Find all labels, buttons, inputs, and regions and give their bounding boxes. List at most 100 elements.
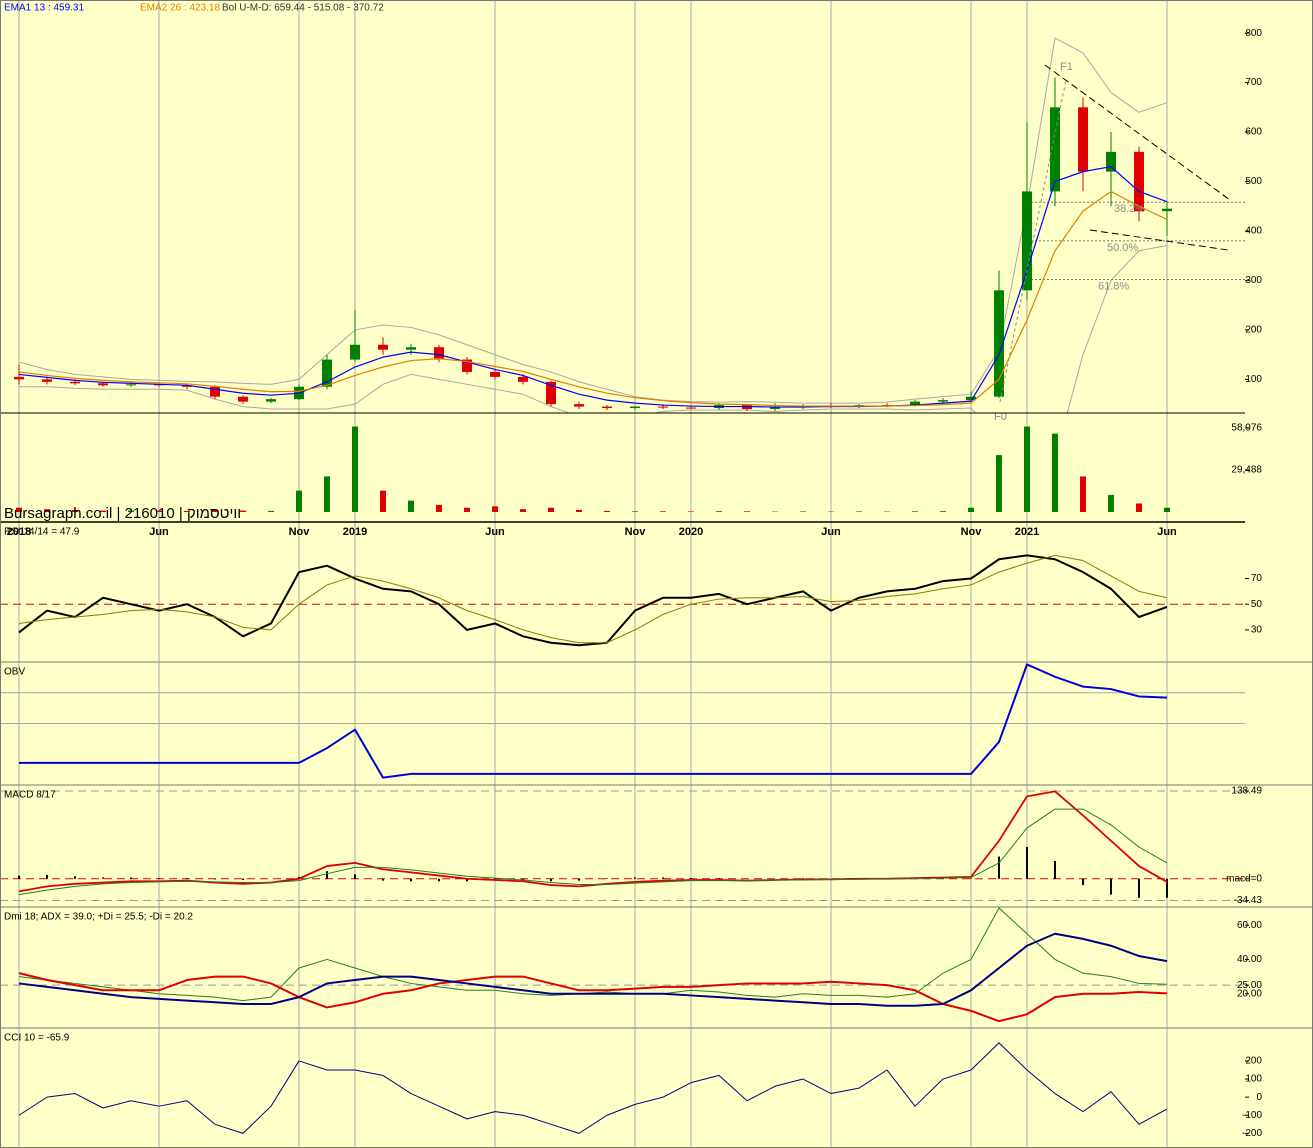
volume-bar	[380, 490, 386, 513]
candle-body	[238, 396, 248, 402]
volume-bar	[212, 509, 218, 513]
candle-body	[126, 384, 136, 386]
y-tick-label: 400	[1245, 226, 1262, 237]
panel	[0, 663, 1245, 779]
candle-body	[1050, 107, 1060, 192]
histogram-bar	[578, 878, 580, 881]
y-tick-label: 500	[1245, 176, 1262, 187]
volume-bar	[408, 500, 414, 513]
histogram-bar	[158, 878, 160, 879]
panel-title: RSI 14/14 = 47.9	[4, 527, 80, 538]
candle-body	[518, 376, 528, 382]
y-tick-label: 30	[1251, 625, 1263, 636]
volume-bar	[716, 511, 722, 513]
x-tick-label: Jun	[485, 526, 505, 538]
candle-body	[406, 347, 416, 350]
volume-bar	[996, 455, 1002, 513]
volume-bar	[548, 507, 554, 513]
histogram-bar	[606, 878, 608, 879]
legend-label: EMA1 13 : 459.31	[4, 3, 84, 14]
indicator-line	[18, 554, 1168, 644]
annotation: F1	[1060, 61, 1073, 73]
volume-bar	[100, 510, 106, 513]
volume-bar	[156, 510, 162, 513]
y-tick-label: 70	[1251, 573, 1263, 584]
x-tick-label: Jun	[1157, 526, 1177, 538]
volume-bar	[44, 509, 50, 513]
volume-bar	[240, 510, 246, 513]
y-tick-label: 60.00	[1237, 920, 1262, 931]
panel-labels: Dmi 18; ADX = 39.0; +Di = 25.5; -Di = 20…	[4, 912, 1262, 1000]
volume-bar	[296, 490, 302, 513]
y-tick-label: 0	[1256, 1092, 1262, 1103]
fib-base-line	[999, 79, 1067, 403]
volume-bar	[324, 476, 330, 513]
candle-body	[1162, 208, 1172, 212]
candle-body	[630, 406, 640, 409]
histogram-bar	[46, 874, 48, 879]
volume-bar	[912, 511, 918, 513]
candle-body	[210, 386, 220, 397]
bollinger-band	[18, 37, 1168, 404]
histogram-bar	[74, 876, 76, 879]
ema-line	[18, 190, 1168, 407]
annotation: F0	[994, 411, 1007, 423]
candle-body	[1022, 191, 1032, 291]
panel	[0, 790, 1245, 902]
histogram-bar	[522, 878, 524, 881]
candle-body	[1078, 107, 1088, 172]
x-tick-label: 2018	[7, 526, 31, 538]
indicator-line	[19, 663, 1168, 779]
indicator-line	[18, 932, 1168, 1007]
candle-body	[938, 400, 948, 402]
grid	[18, 0, 1168, 1148]
y-tick-label: 200	[1245, 1056, 1262, 1067]
y-tick-label: -200	[1242, 1128, 1262, 1139]
fib-label: 38.2%	[1114, 203, 1145, 215]
candle-body	[14, 376, 24, 380]
y-tick-label: macd=0	[1226, 873, 1262, 884]
y-tick-label: 100	[1245, 1074, 1262, 1085]
legend-label: EMA2 26 : 423.18	[140, 3, 220, 14]
x-tick-label: Nov	[625, 526, 647, 538]
fib-label: 50.0%	[1107, 242, 1138, 254]
x-tick-label: Jun	[149, 526, 169, 538]
histogram-bar	[970, 878, 972, 879]
y-tick-label: 25.00	[1237, 980, 1262, 991]
candle-body	[182, 385, 192, 387]
candle-body	[98, 383, 108, 386]
volume-bar	[856, 511, 862, 513]
candle-body	[70, 381, 80, 384]
candle-body	[350, 344, 360, 360]
fib-label: 61.8%	[1098, 280, 1129, 292]
histogram-bar	[354, 874, 356, 879]
candle-body	[574, 404, 584, 407]
indicator-line	[18, 972, 1168, 1023]
histogram-bar	[1138, 878, 1140, 898]
candle-body	[602, 406, 612, 409]
volume-bar	[1108, 494, 1114, 513]
panel-title: Dmi 18; ADX = 39.0; +Di = 25.5; -Di = 20…	[4, 912, 193, 923]
histogram-bar	[186, 878, 188, 879]
trend-line	[1044, 64, 1231, 201]
histogram-bar	[1166, 878, 1168, 898]
histogram-bar	[634, 877, 636, 879]
candle-body	[266, 399, 276, 402]
y-tick-label: 200	[1245, 325, 1262, 336]
y-tick-label: 300	[1245, 275, 1262, 286]
x-tick-label: Nov	[961, 526, 983, 538]
histogram-bar	[242, 878, 244, 881]
panel	[0, 554, 1245, 647]
watermark: Bursagraph.co.il | 216010 | וויטסמוק	[4, 505, 241, 522]
histogram-bar	[326, 871, 328, 879]
histogram-bar	[1026, 847, 1028, 879]
y-tick-label: 700	[1245, 77, 1262, 88]
histogram-bar	[718, 878, 720, 879]
histogram-bar	[102, 877, 104, 879]
volume-bar	[660, 511, 666, 513]
candle-body	[686, 407, 696, 409]
histogram-bar	[438, 878, 440, 882]
histogram-bar	[1082, 878, 1084, 886]
